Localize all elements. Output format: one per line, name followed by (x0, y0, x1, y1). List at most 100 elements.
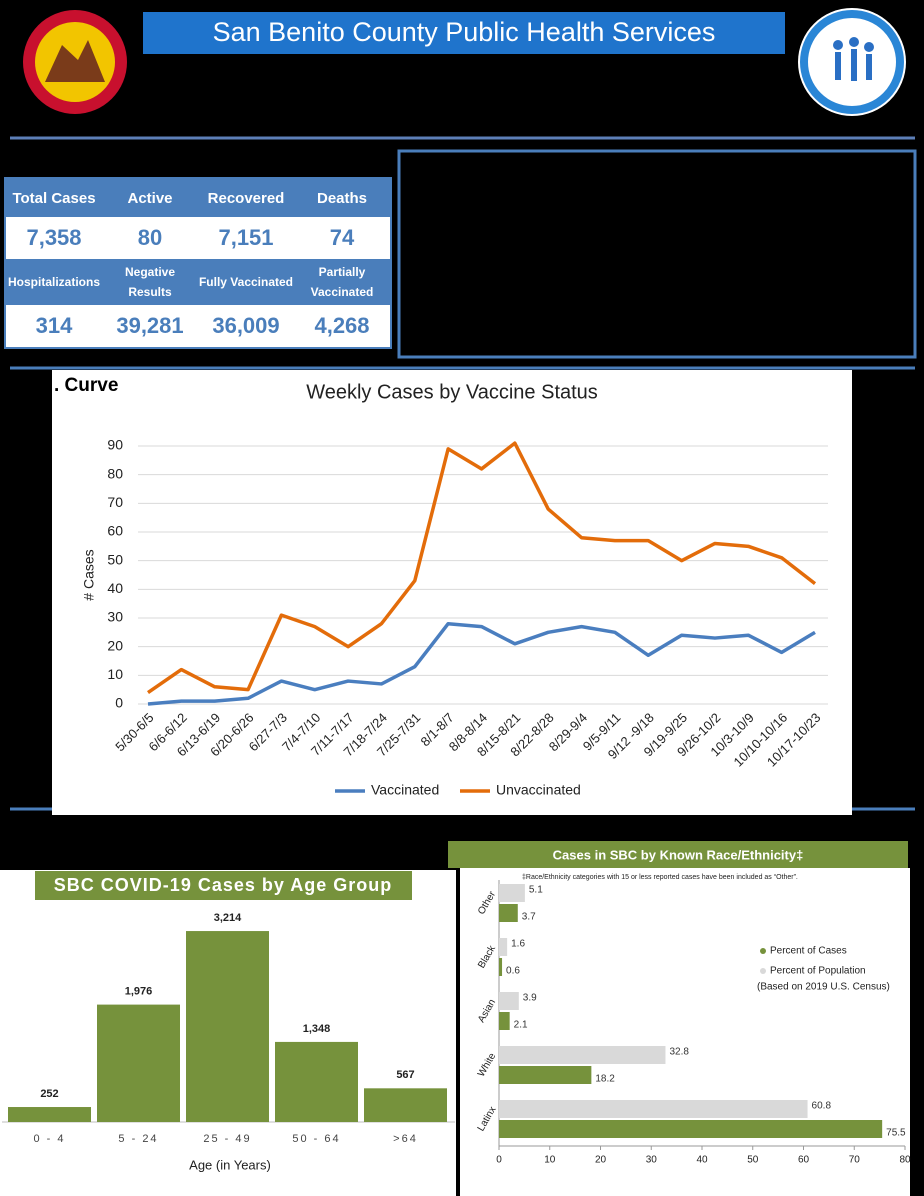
legend-label: Unvaccinated (496, 782, 581, 798)
legend-label: Percent of Population (770, 966, 866, 977)
stat-value: 4,268 (294, 305, 390, 347)
bar (499, 1100, 808, 1118)
section-label: . Curve (54, 375, 118, 396)
value-label: 3.7 (522, 912, 536, 923)
y-tick-label: 10 (107, 666, 123, 682)
chart-title: Cases in SBC by Known Race/Ethnicity‡ (553, 847, 804, 862)
x-tick-label: 20 (595, 1155, 607, 1166)
stat-value: 314 (6, 305, 102, 347)
x-tick-label: 0 (496, 1155, 502, 1166)
y-tick-label: 20 (107, 637, 123, 653)
y-tick-label: 90 (107, 437, 123, 453)
y-tick-label: 40 (107, 580, 123, 596)
stat-label: Deaths (294, 179, 390, 217)
bar (8, 1107, 91, 1122)
y-tick-label: 60 (107, 523, 123, 539)
legend-note: (Based on 2019 U.S. Census) (757, 982, 890, 993)
stat-value: 80 (102, 217, 198, 259)
stat-value: 39,281 (102, 305, 198, 347)
bar (499, 1066, 592, 1084)
y-tick-label: 80 (107, 465, 123, 481)
stat-value: 74 (294, 217, 390, 259)
x-tick-label: 10 (544, 1155, 556, 1166)
stats-table: Total Cases Active Recovered Deaths 7,358 80 7… (6, 179, 390, 347)
value-label: 2.1 (514, 1020, 528, 1031)
value-label: 567 (396, 1069, 414, 1081)
line-series (147, 621, 816, 706)
y-tick-label: 50 (107, 551, 123, 567)
value-label: 60.8 (812, 1101, 832, 1112)
value-label: 252 (40, 1088, 58, 1100)
value-label: 1,348 (303, 1023, 331, 1035)
chart-panel (52, 370, 852, 815)
stats-row: 7,358 80 7,151 74 (6, 217, 390, 259)
legend-label: Percent of Cases (770, 946, 847, 957)
legend-swatch (760, 968, 766, 974)
value-label: 0.6 (506, 966, 520, 977)
stat-label: Active (102, 179, 198, 217)
legend-label: Vaccinated (371, 782, 439, 798)
x-tick-label: 50 - 64 (292, 1133, 340, 1145)
chart-title: SBC COVID-19 Cases by Age Group (54, 875, 392, 895)
value-label: 32.8 (669, 1047, 689, 1058)
bar (186, 931, 269, 1122)
health-logo-ring (800, 10, 904, 114)
value-label: 18.2 (595, 1074, 615, 1085)
stat-label: Hospitalizations (6, 259, 102, 305)
stat-label: Negative Results (102, 259, 198, 305)
chart-title-bar (448, 841, 908, 868)
value-label: 3.9 (523, 993, 537, 1004)
stats-row: Total Cases Active Recovered Deaths (6, 179, 390, 217)
x-tick-label: 80 (899, 1155, 911, 1166)
chart-title: Weekly Cases by Vaccine Status (306, 381, 598, 403)
line-series (147, 441, 817, 694)
stats-row: 314 39,281 36,009 4,268 (6, 305, 390, 347)
x-tick-label: 5 - 24 (118, 1133, 158, 1145)
x-tick-label: 60 (798, 1155, 810, 1166)
bar (499, 884, 525, 902)
value-label: 1,976 (125, 986, 153, 998)
health-logo-figures (833, 37, 874, 81)
bar (499, 1120, 883, 1138)
value-label: 1.6 (511, 939, 525, 950)
bar (97, 1004, 180, 1122)
bar (275, 1041, 358, 1122)
y-tick-label: 70 (107, 494, 123, 510)
x-tick-label: 40 (696, 1155, 708, 1166)
chart-title-bar (35, 871, 412, 900)
bar (364, 1088, 447, 1122)
y-tick-label: 0 (115, 695, 123, 711)
info-box (397, 149, 917, 359)
chart-panel (460, 868, 910, 1196)
stats-row: Hospitalizations Negative Results Fully Va… (6, 259, 390, 305)
x-tick-label: 30 (646, 1155, 658, 1166)
x-tick-label: 70 (849, 1155, 861, 1166)
x-tick-label: 0 - 4 (33, 1133, 65, 1145)
bar (499, 1012, 510, 1030)
county-seal-mountain (45, 40, 105, 82)
stat-label: Total Cases (6, 179, 102, 217)
stat-label: Fully Vaccinated (198, 259, 294, 305)
value-label: 75.5 (886, 1128, 906, 1139)
page-title: San Benito County Public Health Services (213, 17, 716, 47)
stat-value: 7,151 (198, 217, 294, 259)
y-tick-label: 30 (107, 609, 123, 625)
bar (499, 958, 503, 976)
x-tick-label: >64 (393, 1133, 418, 1145)
stat-value: 7,358 (6, 217, 102, 259)
y-axis-label: # Cases (81, 549, 97, 600)
value-label: 5.1 (529, 885, 543, 896)
x-tick-label: 25 - 49 (203, 1133, 251, 1145)
legend-swatch (760, 948, 766, 954)
bar (499, 992, 519, 1010)
bar (499, 904, 518, 922)
x-axis-label: Age (in Years) (189, 1157, 271, 1172)
bar (499, 938, 508, 956)
bar (499, 1046, 666, 1064)
x-tick-label: 50 (747, 1155, 759, 1166)
stat-value: 36,009 (198, 305, 294, 347)
title-bar (143, 12, 785, 54)
value-label: 3,214 (214, 912, 242, 924)
chart-note: ‡Race/Ethnicity categories with 15 or le… (522, 874, 798, 881)
